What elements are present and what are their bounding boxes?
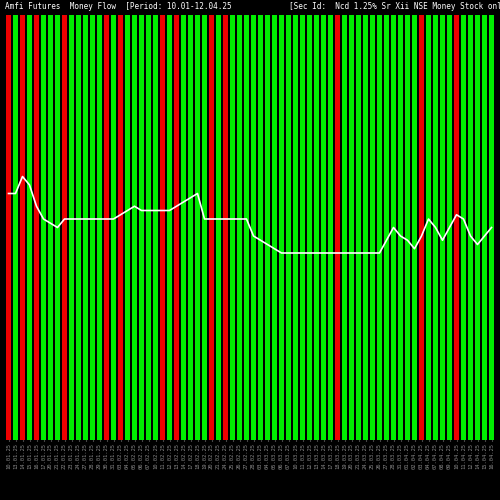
- Bar: [40, 15, 46, 440]
- Bar: [90, 15, 96, 440]
- Bar: [468, 15, 473, 440]
- Bar: [166, 15, 172, 440]
- Bar: [188, 15, 194, 440]
- Bar: [404, 15, 410, 440]
- Bar: [48, 15, 54, 440]
- Bar: [342, 15, 347, 440]
- Bar: [376, 15, 382, 440]
- Bar: [146, 15, 152, 440]
- Bar: [174, 15, 180, 440]
- Bar: [244, 15, 250, 440]
- Bar: [96, 15, 102, 440]
- Text: Amfi Futures  Money Flow  [Period: 10.01-12.04.25: Amfi Futures Money Flow [Period: 10.01-1…: [5, 2, 232, 11]
- Bar: [488, 15, 494, 440]
- Bar: [222, 15, 228, 440]
- Bar: [278, 15, 284, 440]
- Bar: [12, 15, 18, 440]
- Bar: [286, 15, 292, 440]
- Bar: [132, 15, 138, 440]
- Bar: [216, 15, 222, 440]
- Bar: [236, 15, 242, 440]
- Bar: [418, 15, 424, 440]
- Bar: [6, 15, 12, 440]
- Bar: [446, 15, 452, 440]
- Bar: [384, 15, 390, 440]
- Bar: [110, 15, 116, 440]
- Bar: [124, 15, 130, 440]
- Bar: [62, 15, 68, 440]
- Bar: [68, 15, 74, 440]
- Bar: [272, 15, 278, 440]
- Bar: [152, 15, 158, 440]
- Bar: [76, 15, 82, 440]
- Bar: [202, 15, 207, 440]
- Text: [Sec Id:  Ncd 1.25% Sr Xii NSE Money Stock only]: [Sec Id: Ncd 1.25% Sr Xii NSE Money Stoc…: [289, 2, 500, 11]
- Bar: [482, 15, 488, 440]
- Bar: [348, 15, 354, 440]
- Bar: [54, 15, 60, 440]
- Bar: [398, 15, 404, 440]
- Bar: [390, 15, 396, 440]
- Bar: [118, 15, 124, 440]
- Bar: [432, 15, 438, 440]
- Bar: [26, 15, 32, 440]
- Bar: [320, 15, 326, 440]
- Bar: [160, 15, 166, 440]
- Bar: [194, 15, 200, 440]
- Bar: [362, 15, 368, 440]
- Bar: [258, 15, 264, 440]
- Bar: [138, 15, 144, 440]
- Bar: [426, 15, 432, 440]
- Bar: [82, 15, 88, 440]
- Bar: [20, 15, 26, 440]
- Bar: [104, 15, 110, 440]
- Bar: [440, 15, 446, 440]
- Bar: [356, 15, 362, 440]
- Bar: [474, 15, 480, 440]
- Bar: [300, 15, 306, 440]
- Bar: [292, 15, 298, 440]
- Bar: [460, 15, 466, 440]
- Bar: [230, 15, 235, 440]
- Bar: [412, 15, 418, 440]
- Bar: [34, 15, 40, 440]
- Bar: [454, 15, 460, 440]
- Bar: [208, 15, 214, 440]
- Bar: [370, 15, 376, 440]
- Bar: [334, 15, 340, 440]
- Bar: [314, 15, 320, 440]
- Bar: [250, 15, 256, 440]
- Bar: [306, 15, 312, 440]
- Bar: [264, 15, 270, 440]
- Bar: [180, 15, 186, 440]
- Bar: [328, 15, 334, 440]
